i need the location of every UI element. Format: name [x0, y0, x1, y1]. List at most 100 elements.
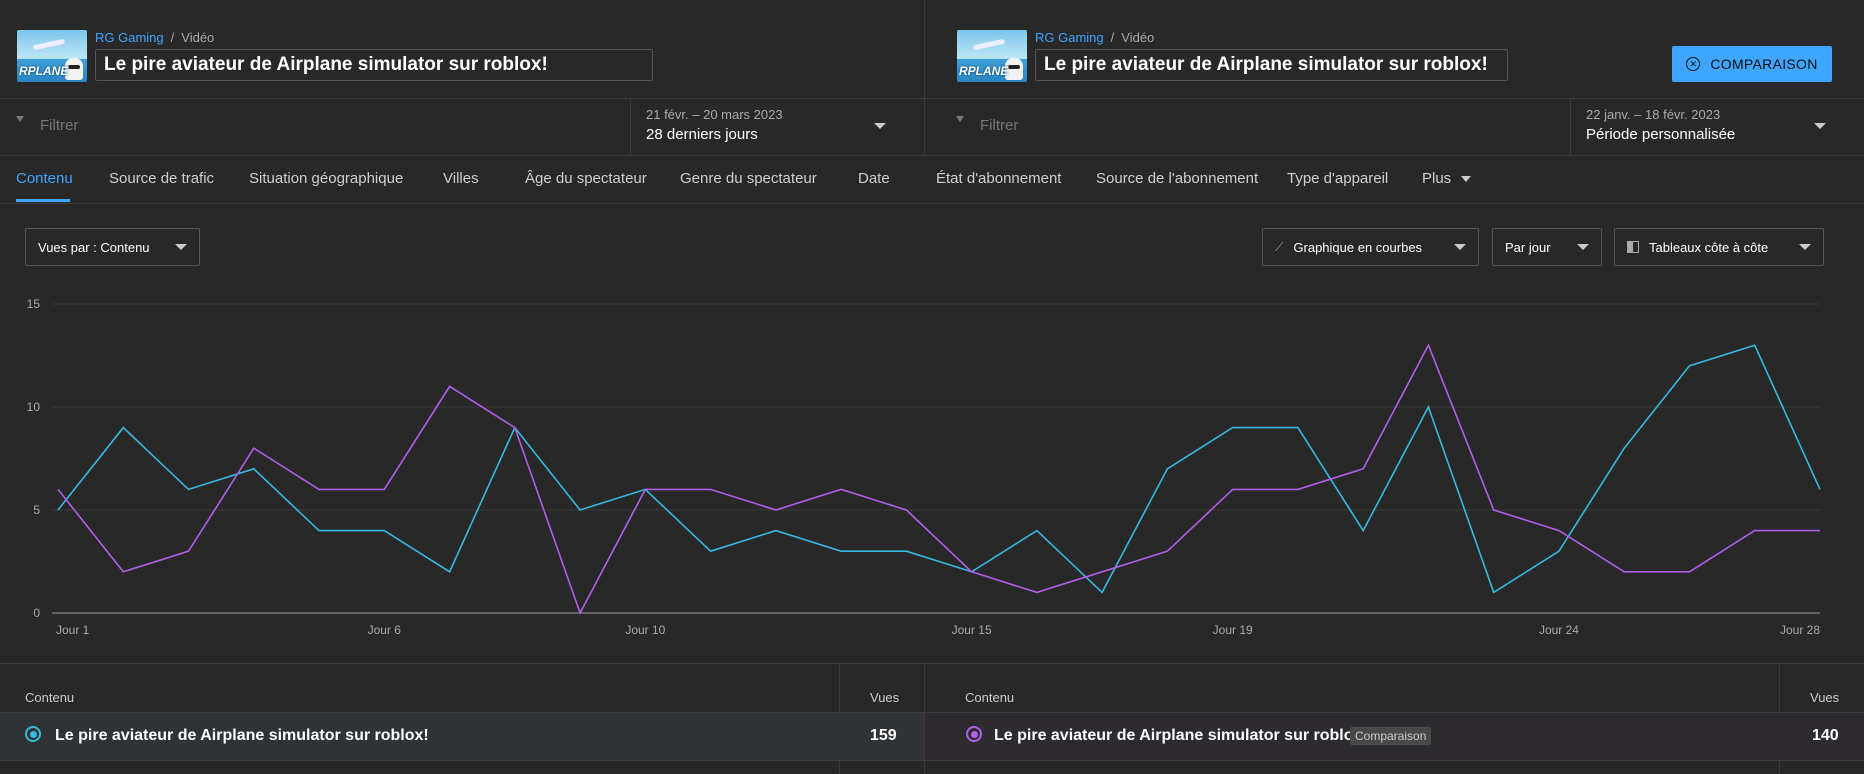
data-point[interactable] — [639, 483, 651, 495]
video-thumbnail-right[interactable]: RPLANE — [957, 30, 1027, 82]
data-point[interactable] — [1618, 442, 1630, 454]
data-point[interactable] — [1683, 360, 1695, 372]
comparison-button[interactable]: ✕ COMPARAISON — [1672, 46, 1832, 82]
series-radio-left[interactable] — [25, 726, 41, 742]
plane-graphic — [972, 38, 1006, 51]
data-point[interactable] — [1357, 525, 1369, 537]
breadcrumb-channel-link[interactable]: RG Gaming — [1035, 30, 1104, 45]
table-header-content-right[interactable]: Contenu — [965, 690, 1015, 705]
data-point[interactable] — [705, 545, 717, 557]
date-divider-left — [630, 98, 631, 155]
data-point[interactable] — [966, 566, 978, 578]
chevron-down-icon[interactable] — [1814, 123, 1826, 129]
data-point[interactable] — [705, 483, 717, 495]
data-point[interactable] — [117, 566, 129, 578]
tab-date[interactable]: Date — [858, 170, 890, 187]
data-point[interactable] — [770, 525, 782, 537]
data-point[interactable] — [835, 483, 847, 495]
data-point[interactable] — [313, 483, 325, 495]
data-point[interactable] — [1357, 463, 1369, 475]
data-point[interactable] — [1422, 339, 1434, 351]
data-point[interactable] — [1031, 586, 1043, 598]
filter-icon[interactable] — [16, 116, 24, 122]
data-point[interactable] — [1814, 483, 1826, 495]
data-point[interactable] — [183, 483, 195, 495]
data-point[interactable] — [444, 380, 456, 392]
data-point[interactable] — [248, 442, 260, 454]
data-point[interactable] — [1553, 525, 1565, 537]
table-header-views-right[interactable]: Vues — [1810, 690, 1840, 705]
data-point[interactable] — [1096, 566, 1108, 578]
row-video-title-right[interactable]: Le pire aviateur de Airplane simulator s… — [994, 727, 1368, 744]
data-point[interactable] — [835, 545, 847, 557]
data-point[interactable] — [1161, 463, 1173, 475]
tab-type-appareil[interactable]: Type d'appareil — [1287, 170, 1389, 187]
data-point[interactable] — [1096, 586, 1108, 598]
tab-situation-geographique[interactable]: Situation géographique — [249, 170, 404, 187]
table-header-content-left[interactable]: Contenu — [25, 690, 75, 705]
data-point[interactable] — [574, 607, 586, 619]
data-point[interactable] — [444, 566, 456, 578]
data-point[interactable] — [900, 504, 912, 516]
tab-age-du-spectateur[interactable]: Âge du spectateur — [525, 170, 647, 187]
breadcrumb-left: RG Gaming / Vidéo — [95, 30, 214, 45]
data-point[interactable] — [900, 545, 912, 557]
layout-dropdown[interactable]: Tableaux côte à côte — [1614, 228, 1824, 266]
row-views-right: 140 — [1812, 727, 1839, 744]
data-point[interactable] — [378, 483, 390, 495]
data-point[interactable] — [1618, 566, 1630, 578]
data-point[interactable] — [1683, 566, 1695, 578]
data-point[interactable] — [1227, 422, 1239, 434]
data-point[interactable] — [378, 525, 390, 537]
breadcrumb-separator: / — [1110, 30, 1115, 45]
tab-source-abonnement[interactable]: Source de l'abonnement — [1096, 170, 1259, 187]
data-point[interactable] — [1814, 525, 1826, 537]
date-period-right[interactable]: Période personnalisée — [1586, 126, 1736, 143]
data-point[interactable] — [52, 504, 64, 516]
filter-icon[interactable] — [956, 116, 964, 122]
video-thumbnail-left[interactable]: RPLANE — [17, 30, 87, 82]
data-point[interactable] — [1161, 545, 1173, 557]
table-header-views-left[interactable]: Vues — [870, 690, 900, 705]
series-radio-right[interactable] — [966, 726, 982, 742]
data-point[interactable] — [1227, 483, 1239, 495]
data-point[interactable] — [1422, 401, 1434, 413]
data-point[interactable] — [117, 422, 129, 434]
data-point[interactable] — [1749, 525, 1761, 537]
series-line-current[interactable] — [57, 344, 1821, 594]
granularity-dropdown[interactable]: Par jour — [1492, 228, 1602, 266]
tab-contenu[interactable]: Contenu — [16, 170, 73, 187]
data-point[interactable] — [1292, 422, 1304, 434]
series-line-comparison[interactable] — [57, 343, 1820, 615]
data-point[interactable] — [1488, 586, 1500, 598]
data-point[interactable] — [1488, 504, 1500, 516]
data-point[interactable] — [248, 463, 260, 475]
data-point[interactable] — [183, 545, 195, 557]
breadcrumb-channel-link[interactable]: RG Gaming — [95, 30, 164, 45]
tab-etat-abonnement[interactable]: État d'abonnement — [936, 170, 1062, 187]
data-point[interactable] — [52, 483, 64, 495]
chart-type-dropdown[interactable]: ⟋ Graphique en courbes — [1262, 228, 1479, 266]
date-period-left[interactable]: 28 derniers jours — [646, 126, 758, 143]
data-point[interactable] — [1749, 339, 1761, 351]
data-point[interactable] — [509, 422, 521, 434]
data-point[interactable] — [313, 525, 325, 537]
date-divider-right — [1570, 98, 1571, 155]
row-video-title-left[interactable]: Le pire aviateur de Airplane simulator s… — [55, 727, 429, 744]
tab-source-de-trafic[interactable]: Source de trafic — [109, 170, 215, 187]
filter-input-right[interactable]: Filtrer — [980, 117, 1019, 134]
data-point[interactable] — [1031, 525, 1043, 537]
data-point[interactable] — [1292, 483, 1304, 495]
data-point[interactable] — [574, 504, 586, 516]
data-point[interactable] — [1553, 545, 1565, 557]
video-title-right[interactable]: Le pire aviateur de Airplane simulator s… — [1035, 49, 1508, 81]
data-point[interactable] — [770, 504, 782, 516]
tab-genre-du-spectateur[interactable]: Genre du spectateur — [680, 170, 817, 187]
video-title-left[interactable]: Le pire aviateur de Airplane simulator s… — [95, 49, 653, 81]
tab-villes[interactable]: Villes — [443, 170, 479, 187]
tab-plus[interactable]: Plus — [1422, 170, 1472, 187]
chevron-down-icon[interactable] — [874, 123, 886, 129]
table-row-left[interactable] — [0, 712, 924, 760]
metric-dropdown[interactable]: Vues par : Contenu — [25, 228, 200, 266]
filter-input-left[interactable]: Filtrer — [40, 117, 79, 134]
